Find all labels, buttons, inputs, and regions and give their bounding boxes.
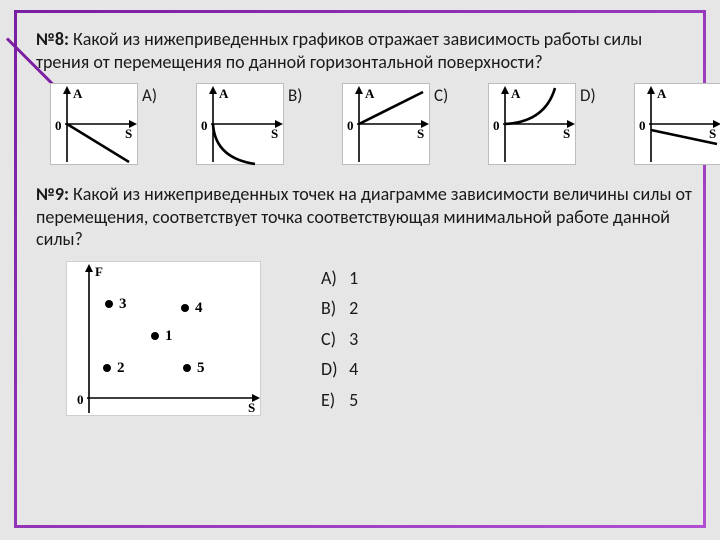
- svg-text:A: A: [657, 86, 667, 101]
- graph-box: A S 0: [634, 83, 720, 165]
- answer-letter: D): [321, 354, 345, 385]
- answer-value: 3: [345, 328, 358, 350]
- graph-letter: А): [142, 85, 164, 106]
- q8-body: Какой из нижеприведенных графиков отража…: [36, 28, 642, 73]
- svg-text:S: S: [125, 126, 132, 141]
- svg-text:F: F: [95, 264, 103, 279]
- graph-box: A S 0: [50, 83, 138, 165]
- scatter-point: [151, 332, 159, 340]
- svg-text:A: A: [73, 86, 83, 101]
- scatter-point-label: 5: [197, 360, 205, 376]
- q8-number: №8:: [36, 28, 69, 50]
- graph-box: A S 0: [196, 83, 284, 165]
- answer-value: 5: [345, 389, 358, 411]
- q8-graph: A S 0 С): [342, 83, 456, 165]
- q9-row: FS034125 А) 1B) 2C) 3D) 4E) 5: [66, 261, 692, 416]
- q8-graphs-row: AS0А)AS0В)AS0С)AS0D)AS0Е): [50, 83, 692, 165]
- answer-letter: E): [321, 385, 345, 416]
- graph-svg: A S 0: [635, 84, 720, 166]
- q9-body: Какой из нижеприведенных точек на диагра…: [36, 183, 692, 250]
- answer-option: E) 5: [321, 385, 358, 416]
- q9-number: №9:: [36, 183, 69, 205]
- scatter-point: [103, 364, 111, 372]
- graph-svg: A S 0: [343, 84, 431, 166]
- svg-text:0: 0: [347, 118, 354, 133]
- answer-option: B) 2: [321, 293, 358, 324]
- slide-content: №8: Какой из нижеприведенных графиков от…: [36, 28, 692, 416]
- scatter-point: [183, 364, 191, 372]
- answer-letter: C): [321, 324, 345, 355]
- graph-svg: A S 0: [197, 84, 285, 166]
- answer-option: C) 3: [321, 324, 358, 355]
- graph-letter: С): [434, 85, 456, 106]
- svg-text:0: 0: [201, 118, 208, 133]
- graph-svg: A S 0: [489, 84, 577, 166]
- answer-value: 1: [345, 267, 358, 289]
- svg-text:A: A: [219, 86, 229, 101]
- scatter-point-label: 3: [119, 296, 127, 312]
- svg-text:S: S: [271, 126, 278, 141]
- svg-text:0: 0: [55, 118, 62, 133]
- svg-text:A: A: [365, 86, 375, 101]
- svg-text:S: S: [248, 400, 255, 415]
- q8-graph: AS0Е): [634, 83, 720, 165]
- q8-text: №8: Какой из нижеприведенных графиков от…: [36, 28, 692, 73]
- graph-letter: D): [580, 85, 602, 106]
- svg-text:S: S: [417, 126, 424, 141]
- svg-text:0: 0: [493, 118, 500, 133]
- q9-text: №9: Какой из нижеприведенных точек на ди…: [36, 183, 692, 251]
- graph-box: A S 0: [488, 83, 576, 165]
- scatter-point: [105, 300, 113, 308]
- scatter-point-label: 2: [117, 360, 125, 376]
- q8-graph: A S 0 D): [488, 83, 602, 165]
- answer-letter: B): [321, 293, 345, 324]
- svg-text:A: A: [511, 86, 521, 101]
- answer-letter: А): [321, 263, 345, 294]
- svg-text:0: 0: [77, 392, 84, 407]
- scatter-point-label: 1: [165, 328, 173, 344]
- svg-text:S: S: [563, 126, 570, 141]
- q8-graph: A S 0 В): [196, 83, 310, 165]
- answer-option: D) 4: [321, 354, 358, 385]
- graph-box: A S 0: [342, 83, 430, 165]
- svg-text:0: 0: [639, 118, 646, 133]
- svg-text:S: S: [709, 126, 716, 141]
- answer-value: 2: [345, 297, 358, 319]
- scatter-point-label: 4: [195, 300, 203, 316]
- graph-letter: В): [288, 85, 310, 106]
- graph-svg: A S 0: [51, 84, 139, 166]
- answer-option: А) 1: [321, 263, 358, 294]
- q8-graph: A S 0 А): [50, 83, 164, 165]
- answer-value: 4: [345, 358, 358, 380]
- scatter-svg: F S 0 3 4 1 2 5: [67, 262, 262, 417]
- q9-scatter: F S 0 3 4 1 2 5: [66, 261, 261, 416]
- scatter-point: [181, 304, 189, 312]
- q9-answers: А) 1B) 2C) 3D) 4E) 5: [321, 261, 358, 416]
